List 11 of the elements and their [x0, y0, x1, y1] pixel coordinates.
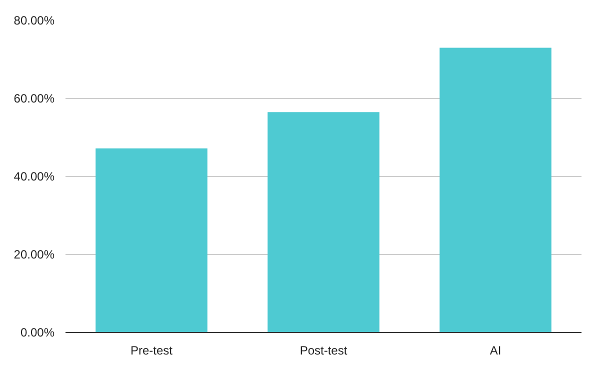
- x-tick-label: AI: [490, 344, 502, 358]
- y-tick-label: 0.00%: [20, 326, 55, 340]
- bar: [440, 48, 552, 332]
- bar: [268, 112, 380, 332]
- x-tick-label: Post-test: [300, 344, 348, 358]
- y-tick-label: 20.00%: [14, 248, 55, 262]
- bar: [96, 148, 208, 332]
- y-tick-label: 80.00%: [14, 14, 55, 28]
- y-tick-label: 60.00%: [14, 92, 55, 106]
- x-tick-label: Pre-test: [130, 344, 174, 358]
- y-tick-label: 40.00%: [14, 170, 55, 184]
